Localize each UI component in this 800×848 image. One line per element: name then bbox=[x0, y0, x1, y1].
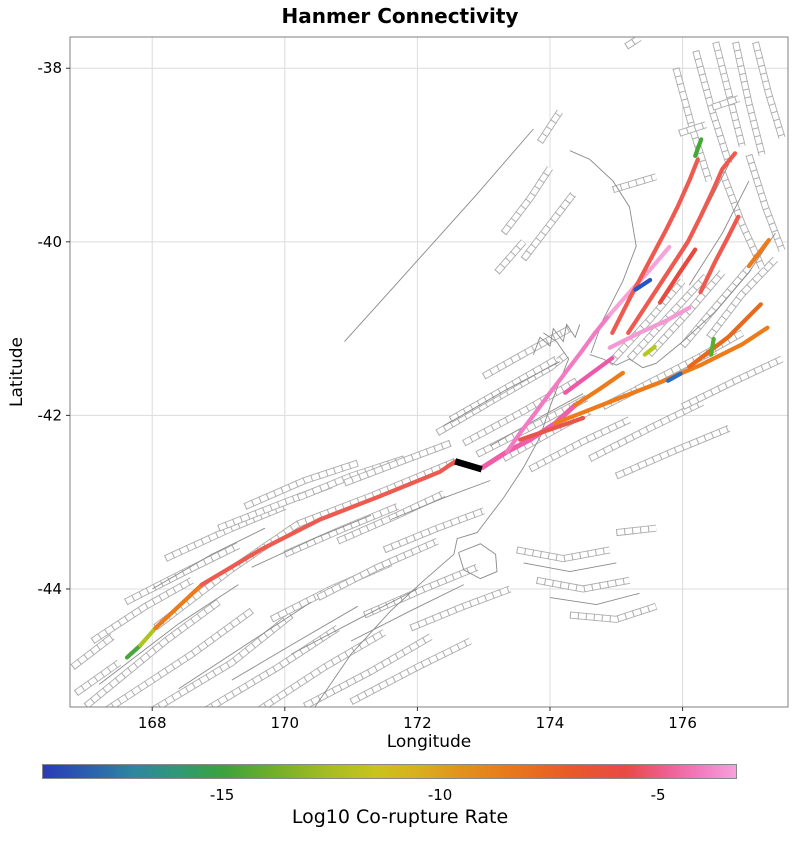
rupture-trace bbox=[642, 344, 657, 357]
rupture-trace bbox=[746, 238, 771, 269]
y-tick-label: -38 bbox=[38, 59, 63, 77]
x-tick-label: 170 bbox=[270, 714, 299, 732]
hanmer-fault-segment bbox=[454, 458, 483, 473]
plot-border bbox=[69, 36, 789, 708]
map-plot: 168 170 172 174 176 -38 -40 -42 -44 bbox=[38, 36, 789, 732]
colorbar-gradient bbox=[42, 764, 737, 779]
rupture-trace bbox=[709, 336, 716, 357]
rupture-trace bbox=[479, 402, 578, 470]
rupture-trace bbox=[693, 137, 704, 158]
y-tick-label: -42 bbox=[38, 406, 63, 424]
x-tick-label: 174 bbox=[536, 714, 565, 732]
y-tick-label: -40 bbox=[38, 233, 63, 251]
hanmer-highlight bbox=[454, 458, 483, 473]
y-tick-label: -44 bbox=[38, 580, 63, 598]
colorbar-tick-labels: -15 -10 -5 bbox=[0, 786, 800, 804]
rupture-trace bbox=[553, 325, 770, 426]
rupture-trace bbox=[610, 157, 700, 335]
y-axis-label: Latitude bbox=[7, 337, 27, 407]
rupture-trace bbox=[199, 459, 458, 587]
rupture-trace bbox=[563, 356, 615, 395]
rupture-trace bbox=[657, 247, 698, 305]
colored-rupture-traces bbox=[124, 137, 771, 660]
axis-tick-labels: 168 170 172 174 176 -38 -40 -42 -44 bbox=[38, 59, 697, 732]
colorbar-tick-label: -10 bbox=[427, 786, 453, 804]
x-tick-label: 168 bbox=[138, 714, 167, 732]
rupture-trace bbox=[573, 370, 625, 408]
rupture-trace bbox=[504, 370, 568, 454]
x-tick-label: 176 bbox=[668, 714, 697, 732]
colorbar-label: Log10 Co-rupture Rate bbox=[291, 806, 509, 828]
x-tick-label: 172 bbox=[403, 714, 432, 732]
axis-ticks bbox=[66, 67, 684, 711]
rupture-trace bbox=[626, 151, 738, 335]
colorbar-tick-label: -15 bbox=[209, 786, 235, 804]
x-axis-label: Longitude bbox=[386, 732, 472, 752]
chart-title: Hanmer Connectivity bbox=[281, 4, 519, 28]
rupture-trace bbox=[607, 305, 692, 350]
rupture-trace bbox=[633, 277, 653, 292]
colorbar-tick-label: -5 bbox=[650, 786, 666, 804]
rupture-trace bbox=[687, 302, 763, 369]
rupture-trace bbox=[665, 371, 683, 383]
rupture-trace bbox=[518, 415, 586, 442]
rupture-trace bbox=[138, 625, 158, 648]
grid-lines bbox=[70, 37, 788, 707]
rupture-trace bbox=[698, 214, 741, 295]
rupture-trace bbox=[124, 643, 143, 660]
rupture-trace bbox=[563, 312, 612, 375]
rupture-trace bbox=[153, 582, 204, 631]
